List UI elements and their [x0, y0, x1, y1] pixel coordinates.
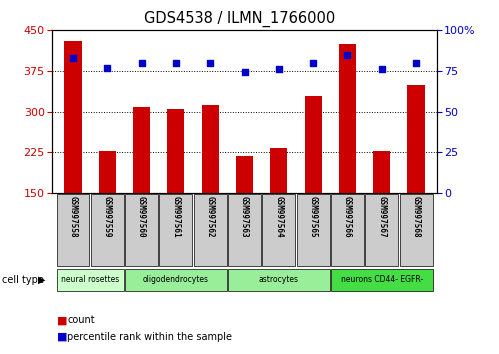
FancyBboxPatch shape	[125, 194, 158, 266]
Text: neurons CD44- EGFR-: neurons CD44- EGFR-	[341, 275, 423, 284]
FancyBboxPatch shape	[365, 194, 398, 266]
Point	[69, 55, 77, 61]
Text: GSM997564: GSM997564	[274, 196, 283, 238]
Text: GDS4538 / ILMN_1766000: GDS4538 / ILMN_1766000	[144, 11, 335, 27]
FancyBboxPatch shape	[56, 268, 124, 291]
Text: percentile rank within the sample: percentile rank within the sample	[67, 332, 233, 342]
Text: ■: ■	[57, 315, 68, 325]
FancyBboxPatch shape	[56, 194, 89, 266]
Point	[138, 60, 146, 65]
Text: GSM997567: GSM997567	[377, 196, 386, 238]
Text: neural rosettes: neural rosettes	[61, 275, 119, 284]
FancyBboxPatch shape	[331, 268, 433, 291]
Bar	[270, 148, 287, 193]
Bar	[304, 96, 322, 193]
Point	[378, 66, 386, 72]
Bar	[167, 109, 185, 193]
Text: GSM997560: GSM997560	[137, 196, 146, 238]
Text: GSM997559: GSM997559	[103, 196, 112, 238]
FancyBboxPatch shape	[159, 194, 193, 266]
Text: cell type: cell type	[2, 275, 44, 285]
FancyBboxPatch shape	[331, 194, 364, 266]
Text: ■: ■	[57, 332, 68, 342]
Text: GSM997568: GSM997568	[412, 196, 421, 238]
Bar	[133, 107, 150, 193]
FancyBboxPatch shape	[296, 194, 330, 266]
Point	[412, 60, 420, 65]
FancyBboxPatch shape	[400, 194, 433, 266]
Bar	[339, 44, 356, 193]
Text: GSM997561: GSM997561	[171, 196, 181, 238]
Text: ▶: ▶	[38, 275, 46, 285]
Point	[206, 60, 214, 65]
Bar	[99, 151, 116, 193]
Text: oligodendrocytes: oligodendrocytes	[143, 275, 209, 284]
FancyBboxPatch shape	[262, 194, 295, 266]
Text: GSM997565: GSM997565	[308, 196, 318, 238]
Bar	[64, 41, 81, 193]
Text: GSM997566: GSM997566	[343, 196, 352, 238]
Bar	[202, 105, 219, 193]
Point	[241, 70, 249, 75]
FancyBboxPatch shape	[194, 194, 227, 266]
Point	[103, 65, 111, 70]
Point	[275, 66, 283, 72]
Text: GSM997563: GSM997563	[240, 196, 249, 238]
FancyBboxPatch shape	[125, 268, 227, 291]
Point	[172, 60, 180, 65]
FancyBboxPatch shape	[91, 194, 124, 266]
Point	[343, 52, 351, 57]
Point	[309, 60, 317, 65]
Text: GSM997558: GSM997558	[68, 196, 77, 238]
Text: GSM997562: GSM997562	[206, 196, 215, 238]
Text: count: count	[67, 315, 95, 325]
FancyBboxPatch shape	[228, 268, 330, 291]
Text: astrocytes: astrocytes	[259, 275, 299, 284]
FancyBboxPatch shape	[228, 194, 261, 266]
Bar	[236, 156, 253, 193]
Bar	[373, 151, 390, 193]
Bar	[408, 85, 425, 193]
